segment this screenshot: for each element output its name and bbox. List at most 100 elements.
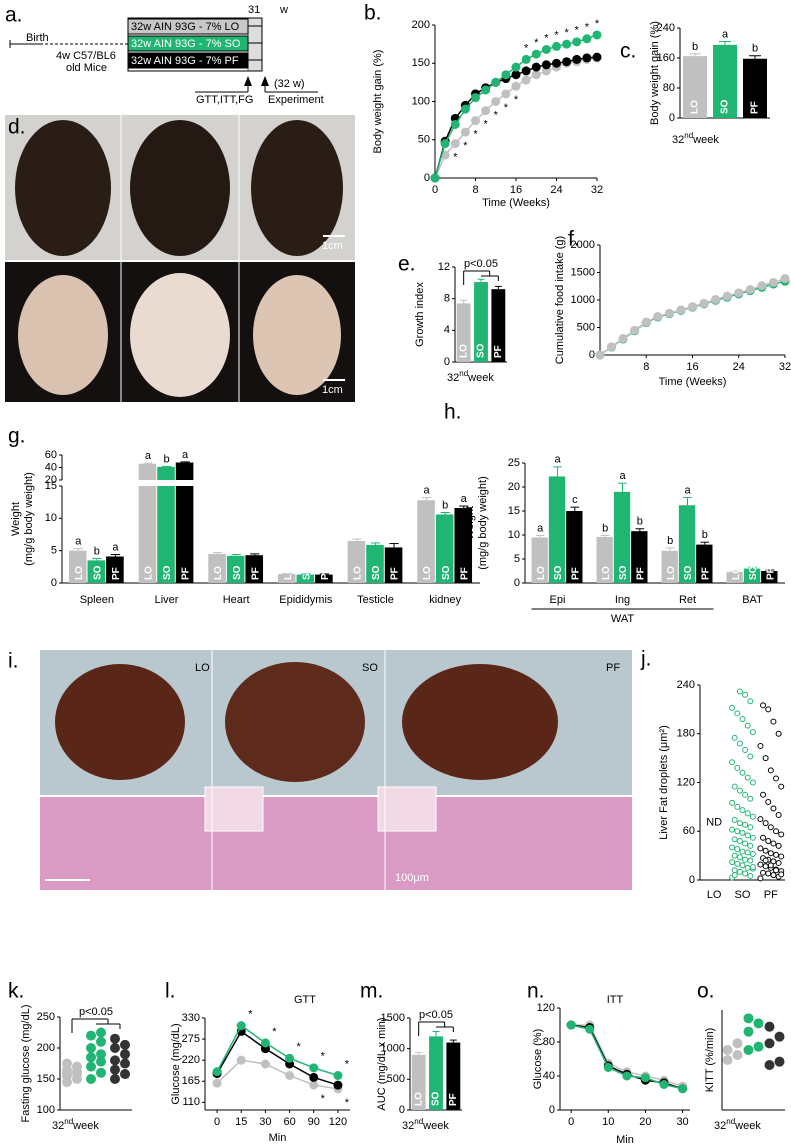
point <box>531 62 541 72</box>
point <box>110 1043 120 1053</box>
arrow <box>244 76 252 86</box>
point <box>711 294 721 304</box>
x-tick-label: 16 <box>510 184 522 196</box>
x-tick-label: 32 <box>591 184 603 196</box>
point <box>734 860 741 867</box>
letter: b <box>442 499 448 511</box>
p-value: p<0.05 <box>464 258 498 270</box>
photo <box>130 120 230 256</box>
point <box>773 775 780 782</box>
y-tick-label: 220 <box>182 1054 200 1066</box>
point <box>511 62 521 72</box>
label: old Mice <box>66 62 107 74</box>
point <box>562 57 572 67</box>
point <box>762 820 769 827</box>
bar <box>696 544 713 583</box>
point <box>736 854 743 861</box>
x-axis-label: Min <box>269 1132 287 1144</box>
y-axis-label: Fasting glucose (mg/dL) <box>20 1005 32 1123</box>
diet-label: 32w AIN 93G - 7% PF <box>131 55 239 67</box>
letter: a <box>537 522 544 534</box>
bar-label: PF <box>459 567 470 580</box>
significance: * <box>575 25 580 37</box>
x-axis-label-part: nd <box>459 369 468 378</box>
bar-label: PF <box>493 345 504 358</box>
point <box>572 37 582 47</box>
point <box>110 1055 120 1066</box>
point <box>744 849 751 856</box>
significance: * <box>544 32 549 44</box>
bar-label: LO <box>536 566 547 580</box>
point <box>552 58 561 68</box>
point <box>749 779 756 786</box>
bar <box>417 500 435 583</box>
point <box>765 838 772 844</box>
point <box>773 867 780 874</box>
x-tick-label: SO <box>735 889 751 901</box>
x-tick-label: 30 <box>259 1116 271 1128</box>
point <box>762 755 769 762</box>
point <box>770 840 777 847</box>
bar <box>411 1054 426 1110</box>
bar-label: PF <box>570 567 581 580</box>
y-axis-label: Cumulative food intake (g) <box>554 236 566 364</box>
bar <box>175 486 194 583</box>
y-tick-label: 120 <box>537 1002 555 1014</box>
point <box>734 764 741 771</box>
bar <box>566 511 583 583</box>
chart-title: GTT <box>294 994 316 1006</box>
point <box>768 277 778 287</box>
point <box>767 862 774 869</box>
point <box>603 1063 613 1072</box>
bar <box>245 555 264 583</box>
point <box>260 1038 270 1048</box>
bar <box>429 1036 443 1110</box>
point <box>747 824 754 831</box>
photos-i <box>40 650 632 890</box>
arrow <box>261 76 269 86</box>
bar-label: SO <box>371 565 382 580</box>
letter: a <box>424 485 431 497</box>
point <box>481 106 491 116</box>
x-tick-label: kidney <box>429 594 461 606</box>
significance: * <box>345 1058 350 1070</box>
bar-label: LO <box>74 566 85 580</box>
point <box>120 1069 130 1080</box>
point <box>333 1071 343 1080</box>
point <box>729 826 736 833</box>
point <box>749 864 756 870</box>
point <box>762 863 769 870</box>
letter: b <box>163 453 169 465</box>
point <box>757 816 764 823</box>
significance: * <box>296 1041 301 1053</box>
point <box>764 1021 775 1032</box>
point <box>747 795 754 802</box>
x-axis-label-part: week <box>467 372 494 384</box>
bar <box>384 547 403 583</box>
point <box>747 857 754 864</box>
y-tick-label: 0 <box>444 356 450 368</box>
letter: a <box>75 536 82 548</box>
significance: * <box>595 18 600 30</box>
point <box>541 44 551 54</box>
bar <box>446 1042 461 1110</box>
point <box>734 288 744 298</box>
point <box>760 834 767 841</box>
y-tick-label: 250 <box>37 1011 55 1023</box>
significance: * <box>321 1093 326 1105</box>
bar-label: SO <box>92 565 103 580</box>
bar-label: LO <box>731 566 742 580</box>
x-axis-label: 32ndweek <box>52 1117 99 1132</box>
bar-label: PF <box>181 567 192 580</box>
photo <box>18 275 108 395</box>
na-label: ND <box>706 816 722 828</box>
bar-label: PF <box>111 567 122 580</box>
letter: a <box>684 484 691 496</box>
point <box>460 127 470 137</box>
point <box>742 821 749 828</box>
point <box>566 1020 576 1030</box>
y-tick-label: 240 <box>657 22 675 34</box>
inset <box>204 786 264 832</box>
point <box>582 53 592 63</box>
point <box>729 704 736 711</box>
